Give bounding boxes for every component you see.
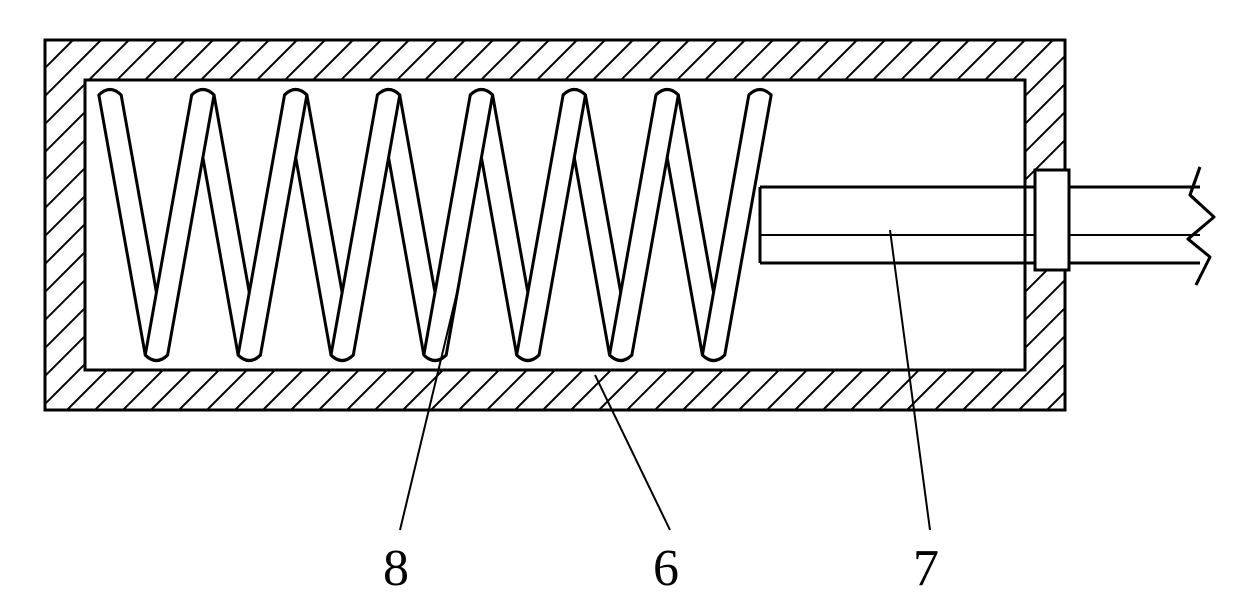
rod-collar (1035, 170, 1069, 270)
callout-lines (400, 230, 930, 530)
damper-cross-section: 8 6 7 (0, 0, 1240, 603)
break-mark (1188, 163, 1240, 287)
piston-rod (760, 187, 1200, 263)
spring (99, 90, 771, 361)
label-8: 8 (383, 540, 409, 597)
label-7: 7 (913, 540, 939, 597)
label-6: 6 (653, 540, 679, 597)
